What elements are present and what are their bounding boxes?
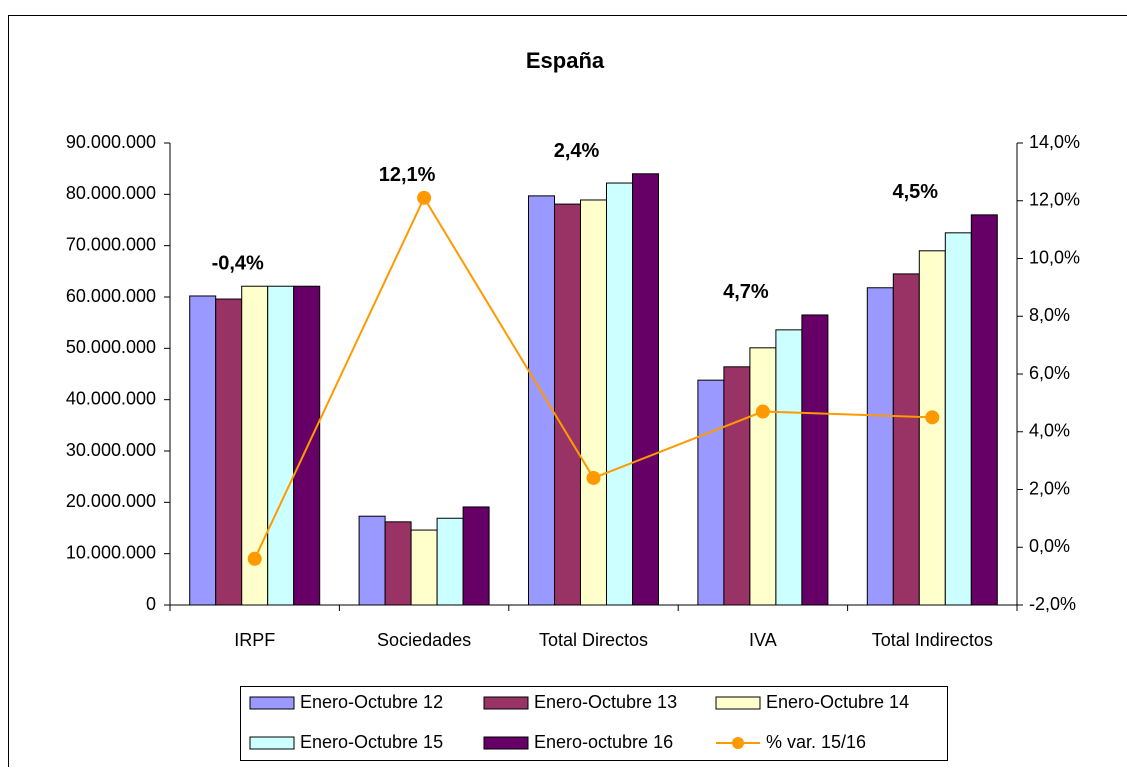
- bar: [581, 200, 607, 605]
- y-tick-label: 50.000.000: [66, 337, 156, 357]
- data-label: 4,7%: [723, 281, 769, 303]
- bar: [698, 380, 724, 605]
- legend-label: Enero-Octubre 14: [766, 692, 909, 712]
- y2-tick-label: 2,0%: [1029, 478, 1070, 498]
- bar: [971, 215, 997, 605]
- line-point: [925, 410, 939, 424]
- y2-tick-label: 10,0%: [1029, 247, 1080, 267]
- x-tick-label: Total Indirectos: [872, 630, 993, 650]
- x-tick-label: Total Directos: [539, 630, 648, 650]
- legend-swatch: [250, 697, 294, 709]
- legend-label: Enero-Octubre 15: [300, 732, 443, 752]
- y2-tick-label: 4,0%: [1029, 421, 1070, 441]
- y-tick-label: 60.000.000: [66, 286, 156, 306]
- bar: [385, 522, 411, 605]
- y2-tick-label: 12,0%: [1029, 190, 1080, 210]
- legend-swatch: [716, 697, 760, 709]
- y-tick-label: 70.000.000: [66, 234, 156, 254]
- legend-marker: [732, 737, 744, 749]
- bar: [411, 530, 437, 605]
- chart-title: España: [526, 48, 605, 73]
- bar: [529, 196, 555, 605]
- bar: [359, 516, 385, 605]
- bar: [633, 174, 659, 605]
- bar: [555, 204, 581, 605]
- y2-tick-label: 14,0%: [1029, 132, 1080, 152]
- legend-label: Enero-Octubre 12: [300, 692, 443, 712]
- data-label: 4,5%: [893, 181, 939, 203]
- y-tick-label: 90.000.000: [66, 132, 156, 152]
- data-label: -0,4%: [212, 253, 264, 275]
- line-point: [417, 191, 431, 205]
- bar: [268, 286, 294, 605]
- bar: [945, 233, 971, 605]
- bar: [893, 274, 919, 605]
- bar: [919, 251, 945, 605]
- bar: [802, 315, 828, 605]
- data-label: 12,1%: [379, 164, 436, 186]
- legend-swatch: [250, 737, 294, 749]
- x-tick-label: Sociedades: [377, 630, 471, 650]
- bar: [216, 299, 242, 605]
- y-tick-label: 30.000.000: [66, 440, 156, 460]
- legend-label: % var. 15/16: [766, 732, 866, 752]
- y2-tick-label: 8,0%: [1029, 305, 1070, 325]
- x-tick-label: IRPF: [234, 630, 275, 650]
- bar: [294, 286, 320, 605]
- y2-tick-label: -2,0%: [1029, 594, 1076, 614]
- y-tick-label: 20.000.000: [66, 491, 156, 511]
- legend-swatch: [484, 737, 528, 749]
- line-point: [248, 552, 262, 566]
- line-point: [587, 471, 601, 485]
- y-tick-label: 0: [146, 594, 156, 614]
- bar: [750, 348, 776, 605]
- y-tick-label: 80.000.000: [66, 183, 156, 203]
- x-tick-label: IVA: [749, 630, 777, 650]
- legend-swatch: [484, 697, 528, 709]
- y2-tick-label: 0,0%: [1029, 536, 1070, 556]
- line-point: [756, 405, 770, 419]
- bar: [607, 183, 633, 605]
- bar: [776, 330, 802, 605]
- bar: [724, 367, 750, 605]
- bar: [463, 507, 489, 605]
- y2-tick-label: 6,0%: [1029, 363, 1070, 383]
- y-tick-label: 10.000.000: [66, 542, 156, 562]
- legend-label: Enero-octubre 16: [534, 732, 673, 752]
- bar: [190, 296, 216, 605]
- y-tick-label: 40.000.000: [66, 388, 156, 408]
- data-label: 2,4%: [554, 140, 600, 162]
- legend-label: Enero-Octubre 13: [534, 692, 677, 712]
- bar: [437, 518, 463, 605]
- bar: [867, 288, 893, 605]
